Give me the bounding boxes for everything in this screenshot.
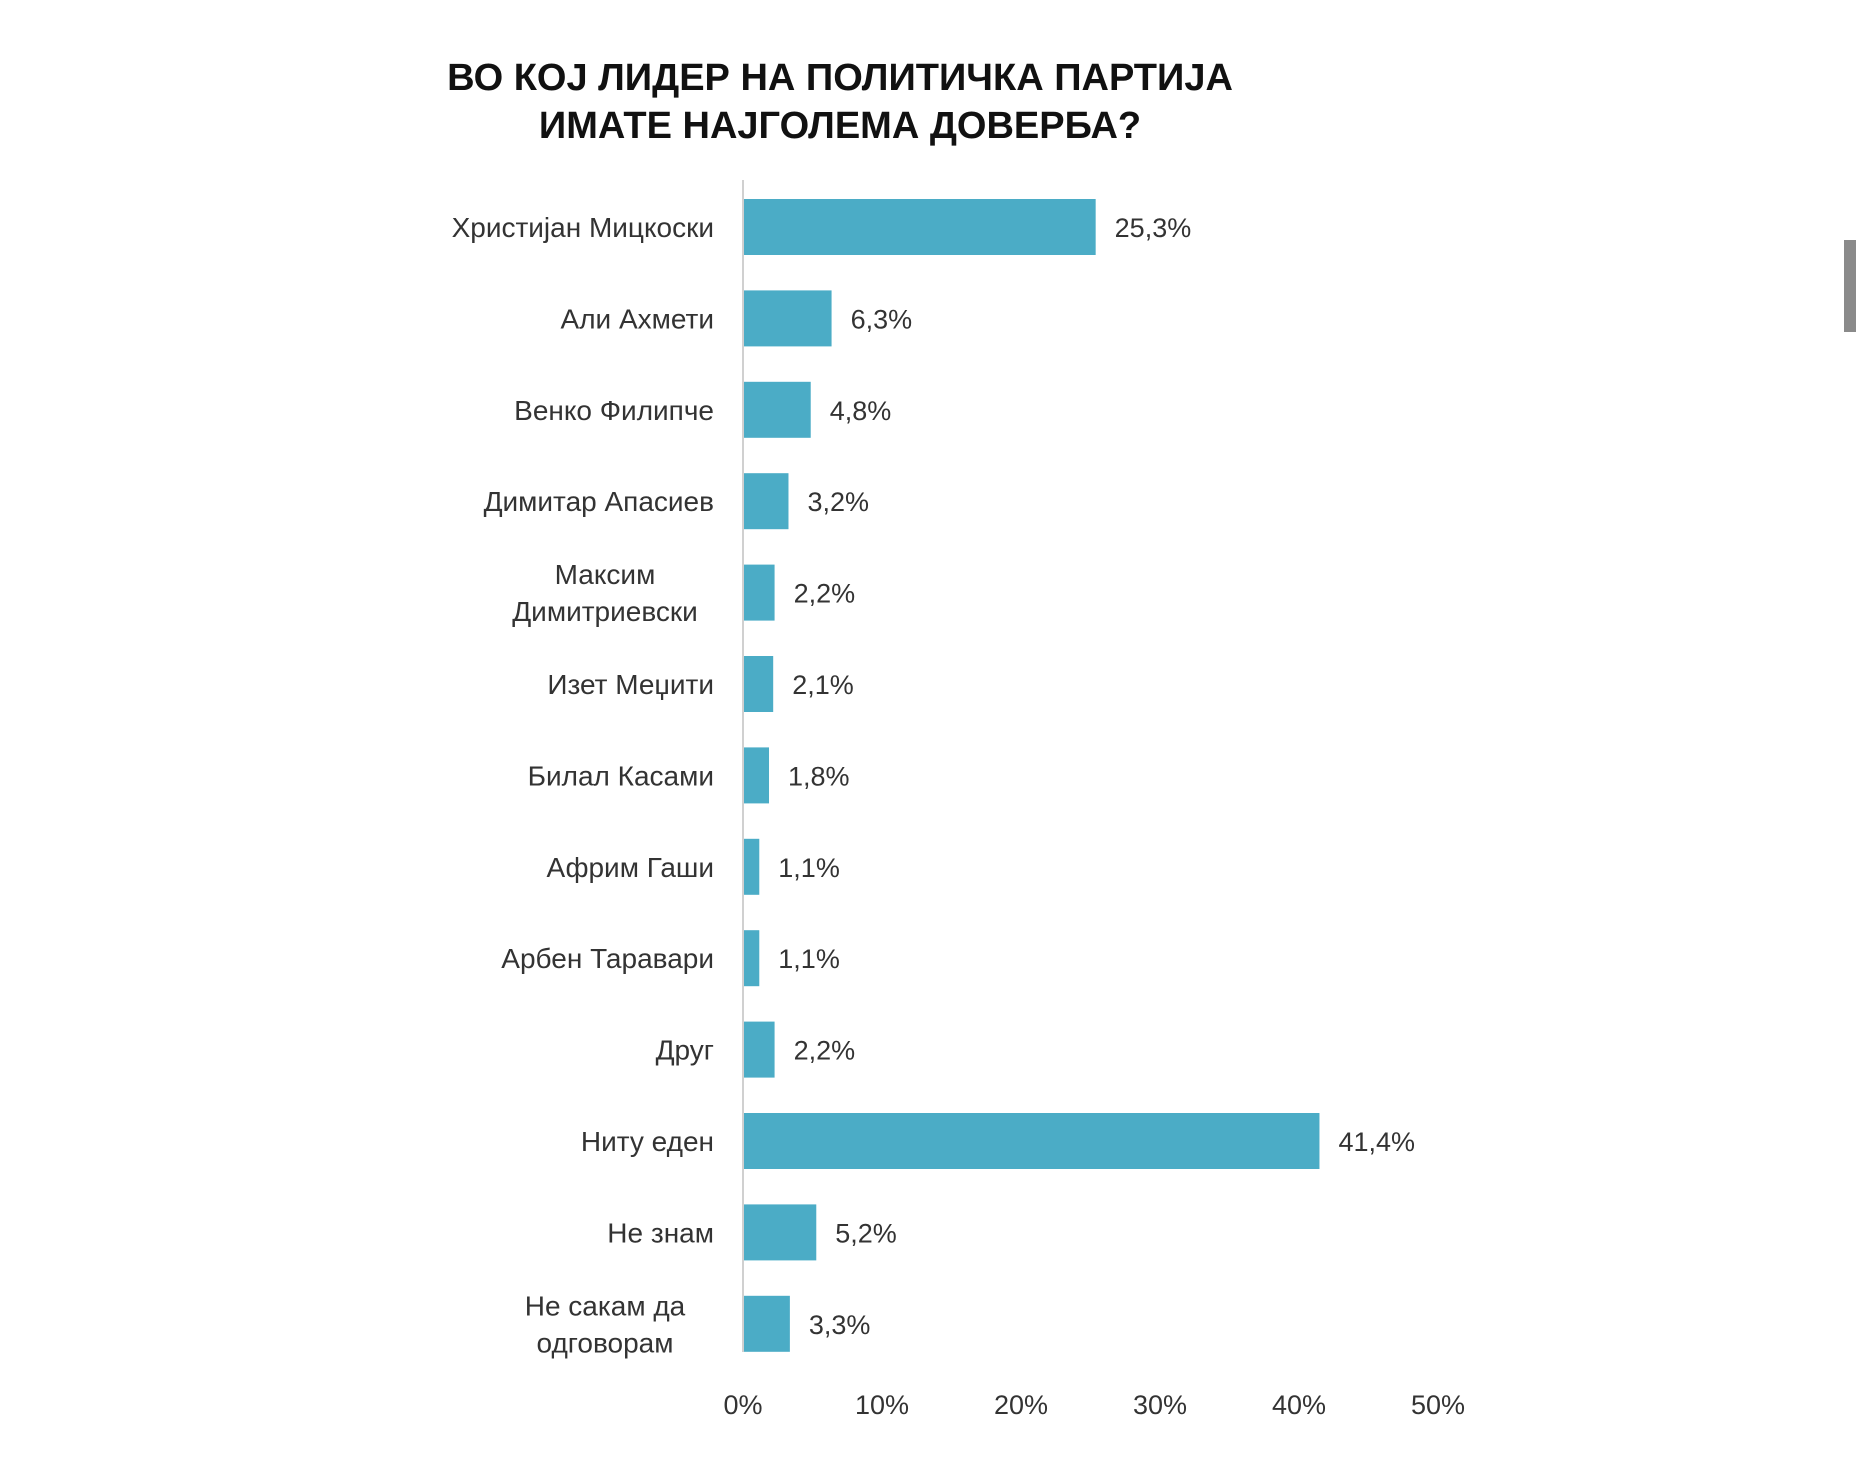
bar-2	[744, 381, 811, 438]
category-label-7: Африм Гаши	[546, 852, 714, 883]
x-axis-ticks: 0% 10% 20% 30% 40% 50%	[723, 1390, 1465, 1420]
category-label-9: Друг	[656, 1035, 714, 1066]
value-label-2: 4,8%	[830, 396, 892, 426]
value-label-12: 3,3%	[809, 1310, 871, 1340]
bar-12	[744, 1295, 790, 1352]
value-label-10: 41,4%	[1338, 1127, 1415, 1157]
bar-10	[744, 1113, 1320, 1169]
bar-7	[744, 838, 760, 895]
value-label-5: 2,1%	[792, 670, 854, 700]
value-label-11: 5,2%	[835, 1218, 897, 1248]
value-label-7: 1,1%	[778, 853, 840, 883]
bar-0	[744, 199, 1096, 255]
x-tick-label-2: 20%	[994, 1390, 1048, 1420]
value-label-3: 3,2%	[807, 487, 869, 517]
category-labels: Христијан Мицкоски Али Ахмети Венко Филипч…	[452, 212, 714, 1358]
bar-6	[744, 747, 770, 804]
category-label-8: Арбен Таравари	[501, 943, 714, 974]
bar-11	[744, 1204, 817, 1261]
title-line-0: ВО КОЈ ЛИДЕР НА ПОЛИТИЧКА ПАРТИЈА	[447, 57, 1233, 99]
chart-title: ВО КОЈ ЛИДЕР НА ПОЛИТИЧКА ПАРТИЈА ИМАТЕ Н…	[447, 57, 1233, 147]
bar-8	[744, 930, 760, 987]
category-label-6: Билал Касами	[528, 760, 714, 791]
value-label-9: 2,2%	[794, 1036, 856, 1066]
bars	[744, 199, 1320, 1352]
x-tick-label-0: 0%	[723, 1390, 762, 1420]
bar-5	[744, 656, 774, 712]
bar-3	[744, 473, 789, 530]
category-label-2: Венко Филипче	[514, 395, 714, 426]
category-label-5: Изет Меџити	[547, 669, 714, 700]
scroll-edge-marker	[1844, 240, 1856, 332]
value-label-6: 1,8%	[788, 761, 850, 791]
category-label-0: Христијан Мицкоски	[452, 212, 714, 243]
category-label-1: Али Ахмети	[561, 303, 714, 334]
category-label-10: Ниту еден	[581, 1126, 714, 1157]
value-label-4: 2,2%	[794, 579, 856, 609]
bar-4	[744, 564, 775, 621]
title-line-1: ИМАТЕ НАЈГОЛЕМА ДОВЕРБА?	[539, 105, 1141, 147]
bar-1	[744, 290, 832, 347]
category-label-4-line-1: Димитриевски	[512, 596, 698, 627]
category-label-4-line-0: Максим	[555, 559, 656, 590]
category-label-12-line-1: одговорам	[537, 1327, 674, 1358]
value-label-8: 1,1%	[778, 944, 840, 974]
x-tick-label-1: 10%	[855, 1390, 909, 1420]
x-tick-label-4: 40%	[1272, 1390, 1326, 1420]
x-tick-label-3: 30%	[1133, 1390, 1187, 1420]
category-label-3: Димитар Апасиев	[484, 486, 714, 517]
value-label-0: 25,3%	[1115, 213, 1192, 243]
category-label-11: Не знам	[607, 1217, 714, 1248]
value-labels: 25,3% 6,3% 4,8% 3,2% 2,2% 2,1% 1,8% 1,1% 1,1% 2,2…	[778, 213, 1415, 1340]
category-label-12-line-0: Не сакам да	[525, 1290, 686, 1321]
value-label-1: 6,3%	[851, 304, 913, 334]
bar-9	[744, 1021, 775, 1078]
x-tick-label-5: 50%	[1411, 1390, 1465, 1420]
